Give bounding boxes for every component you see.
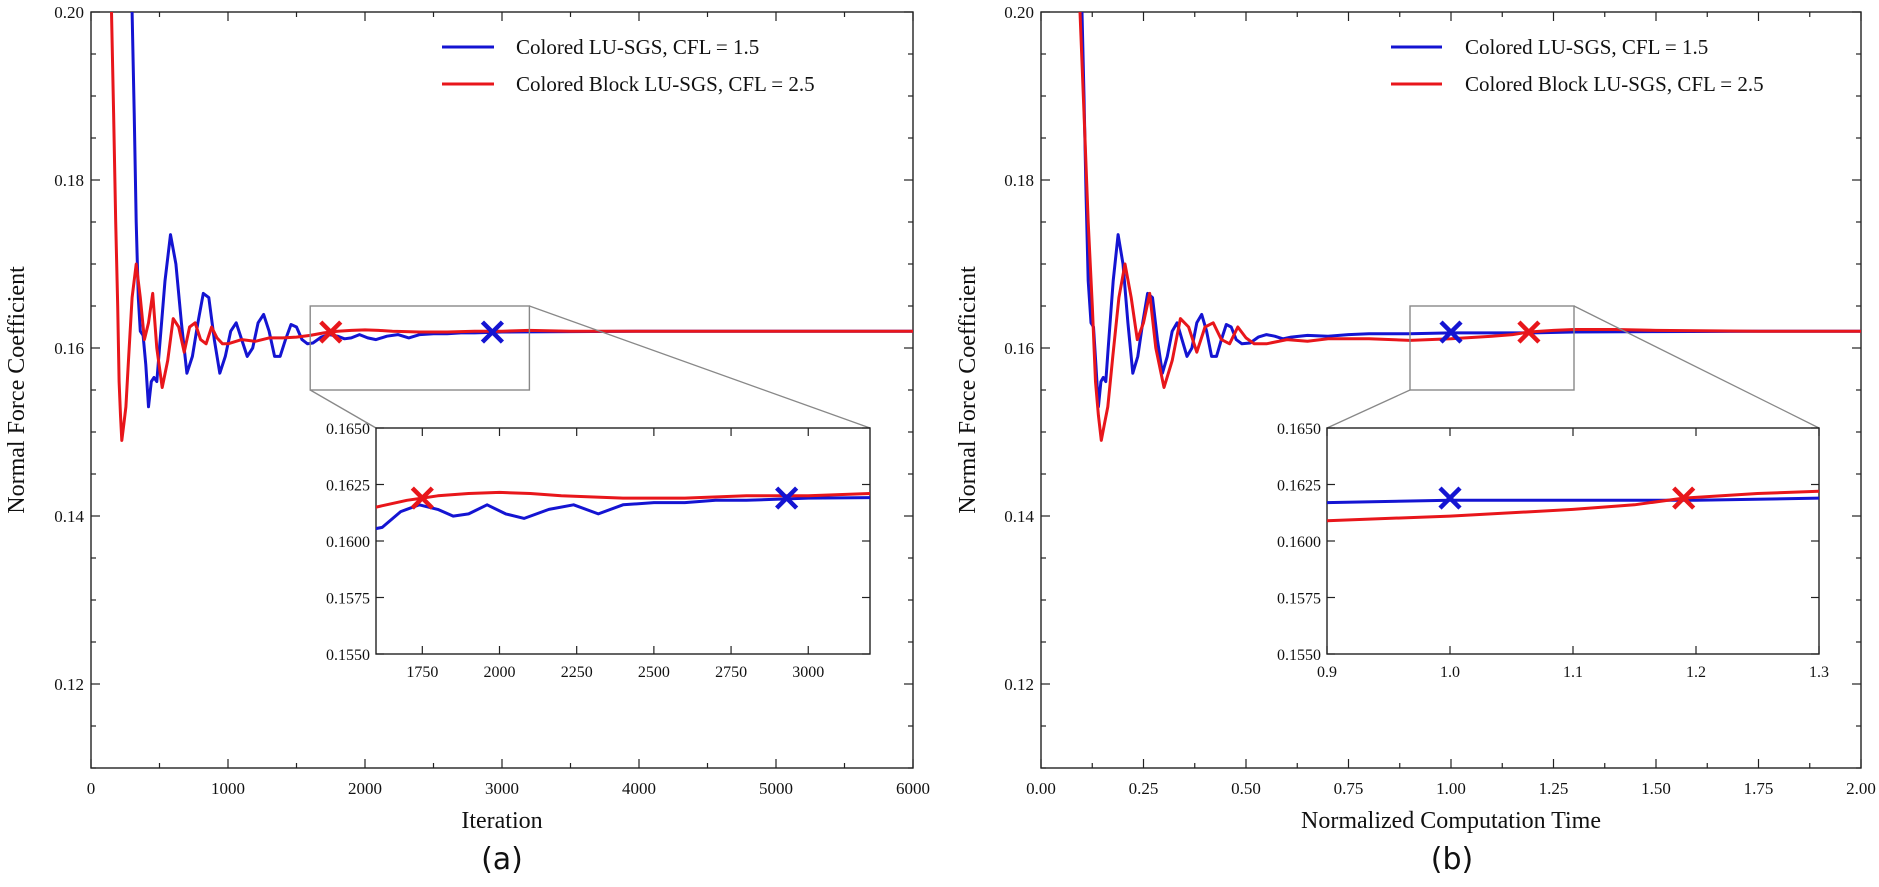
legend-label-1: Colored Block LU-SGS, CFL = 2.5: [516, 72, 815, 96]
inset-x-tick-label: 0.9: [1317, 664, 1337, 681]
y-tick-label: 0.20: [1004, 3, 1034, 22]
x-tick-label: 0.00: [1026, 779, 1056, 798]
inset-series-line-0: [376, 496, 870, 531]
x-tick-label: 4000: [622, 779, 656, 798]
inset-y-tick-label: 0.1600: [1277, 534, 1321, 551]
inset-y-tick-label: 0.1575: [1277, 591, 1321, 608]
y-axis-label: Normal Force Coefficient: [4, 266, 30, 514]
x-tick-label: 1000: [211, 779, 245, 798]
inset-series-line-0: [1327, 496, 1819, 505]
inset-y-tick-label: 0.1650: [326, 421, 370, 438]
x-tick-label: 0.25: [1129, 779, 1159, 798]
marker-x-0: [319, 320, 343, 344]
zoom-connector-right: [529, 305, 871, 429]
inset-series-line-1: [1327, 489, 1819, 523]
x-tick-label: 5000: [759, 779, 793, 798]
inset-y-tick-label: 0.1600: [326, 534, 370, 551]
inset-x-tick-label: 2500: [638, 664, 670, 681]
x-axis-label: Normalized Computation Time: [1301, 808, 1601, 834]
legend: Colored LU-SGS, CFL = 1.5 Colored Block L…: [1391, 35, 1764, 96]
y-tick-label: 0.14: [1004, 507, 1034, 526]
x-tick-label: 2.00: [1846, 779, 1876, 798]
x-tick-label: 1.25: [1539, 779, 1569, 798]
inset-x-tick-label: 2750: [715, 664, 747, 681]
panel-caption: (b): [1431, 842, 1473, 877]
x-tick-label: 1.50: [1641, 779, 1671, 798]
inset-x-tick-label: 1.3: [1809, 664, 1829, 681]
marker-x-1: [480, 320, 505, 344]
inset-marker-x-1: [775, 486, 799, 510]
x-tick-label: 6000: [896, 779, 930, 798]
inset-x-tick-label: 2250: [561, 664, 593, 681]
zoom-connector-left: [309, 389, 377, 429]
series-line-1: [110, 12, 913, 442]
zoom-connector-right: [1573, 305, 1820, 429]
inset-x-tick-label: 1750: [406, 664, 438, 681]
legend-label-0: Colored LU-SGS, CFL = 1.5: [516, 35, 759, 59]
inset-plot: 0.1550 0.1575 0.1600 0.1625 0.1650 0.9 1.0 1.1 1…: [1277, 421, 1829, 681]
inset-x-tick-label: 2000: [484, 664, 516, 681]
inset-x-tick-label: 3000: [792, 664, 824, 681]
y-axis-label: Normal Force Coefficient: [955, 266, 981, 514]
inset-y-tick-label: 0.1550: [1277, 647, 1321, 664]
inset-y-tick-label: 0.1625: [326, 478, 370, 495]
series-line-0: [130, 12, 913, 409]
y-tick-label: 0.16: [54, 339, 84, 358]
x-tick-label: 0: [87, 779, 96, 798]
series-line-0: [1080, 12, 1861, 409]
inset-marker-x-1: [1672, 486, 1696, 510]
series-line-1: [1078, 12, 1861, 442]
x-axis-label: Iteration: [461, 808, 542, 834]
x-tick-label: 3000: [485, 779, 519, 798]
inset-x-tick-label: 1.1: [1563, 664, 1583, 681]
marker-x-1: [1517, 320, 1541, 344]
inset-marker-x-0: [410, 486, 434, 510]
inset-plot: 0.1550 0.1575 0.1600 0.1625 0.1650 1750 2000 22…: [326, 421, 871, 681]
y-tick-label: 0.12: [54, 675, 84, 694]
y-tick-label: 0.16: [1004, 339, 1034, 358]
inset-frame: [1326, 427, 1820, 655]
y-tick-label: 0.14: [54, 507, 84, 526]
x-tick-label: 1.00: [1436, 779, 1466, 798]
x-tick-label: 0.75: [1334, 779, 1364, 798]
inset-frame: [375, 427, 871, 655]
x-tick-label: 2000: [348, 779, 382, 798]
y-tick-label: 0.18: [54, 171, 84, 190]
y-tick-label: 0.20: [54, 3, 84, 22]
panel-caption: (a): [481, 842, 523, 877]
inset-series-line-1: [376, 490, 870, 509]
chart-panel-b: 0.120.140.160.180.200.00 0.25 0.50 0.75 1.00…: [955, 3, 1876, 877]
zoom-box: [1409, 305, 1575, 391]
zoom-box: [309, 305, 531, 391]
y-tick-label: 0.12: [1004, 675, 1034, 694]
inset-y-tick-label: 0.1625: [1277, 478, 1321, 495]
chart-panel-a: 0.12 0.14 0.16 0.18 0.20 0 1000 2000 3000 4000 500…: [4, 3, 930, 877]
x-tick-label: 1.75: [1744, 779, 1774, 798]
inset-x-tick-label: 1.0: [1440, 664, 1460, 681]
inset-y-tick-label: 0.1550: [326, 647, 370, 664]
inset-y-tick-label: 0.1650: [1277, 421, 1321, 438]
y-tick-label: 0.18: [1004, 171, 1034, 190]
legend-label-0: Colored LU-SGS, CFL = 1.5: [1465, 35, 1708, 59]
inset-x-tick-label: 1.2: [1686, 664, 1706, 681]
legend-label-1: Colored Block LU-SGS, CFL = 2.5: [1465, 72, 1764, 96]
legend: Colored LU-SGS, CFL = 1.5 Colored Block L…: [442, 35, 815, 96]
inset-y-tick-label: 0.1575: [326, 591, 370, 608]
x-tick-label: 0.50: [1231, 779, 1261, 798]
marker-x-0: [1439, 320, 1463, 344]
inset-marker-x-0: [1438, 486, 1462, 510]
zoom-connector-left: [1326, 389, 1411, 429]
